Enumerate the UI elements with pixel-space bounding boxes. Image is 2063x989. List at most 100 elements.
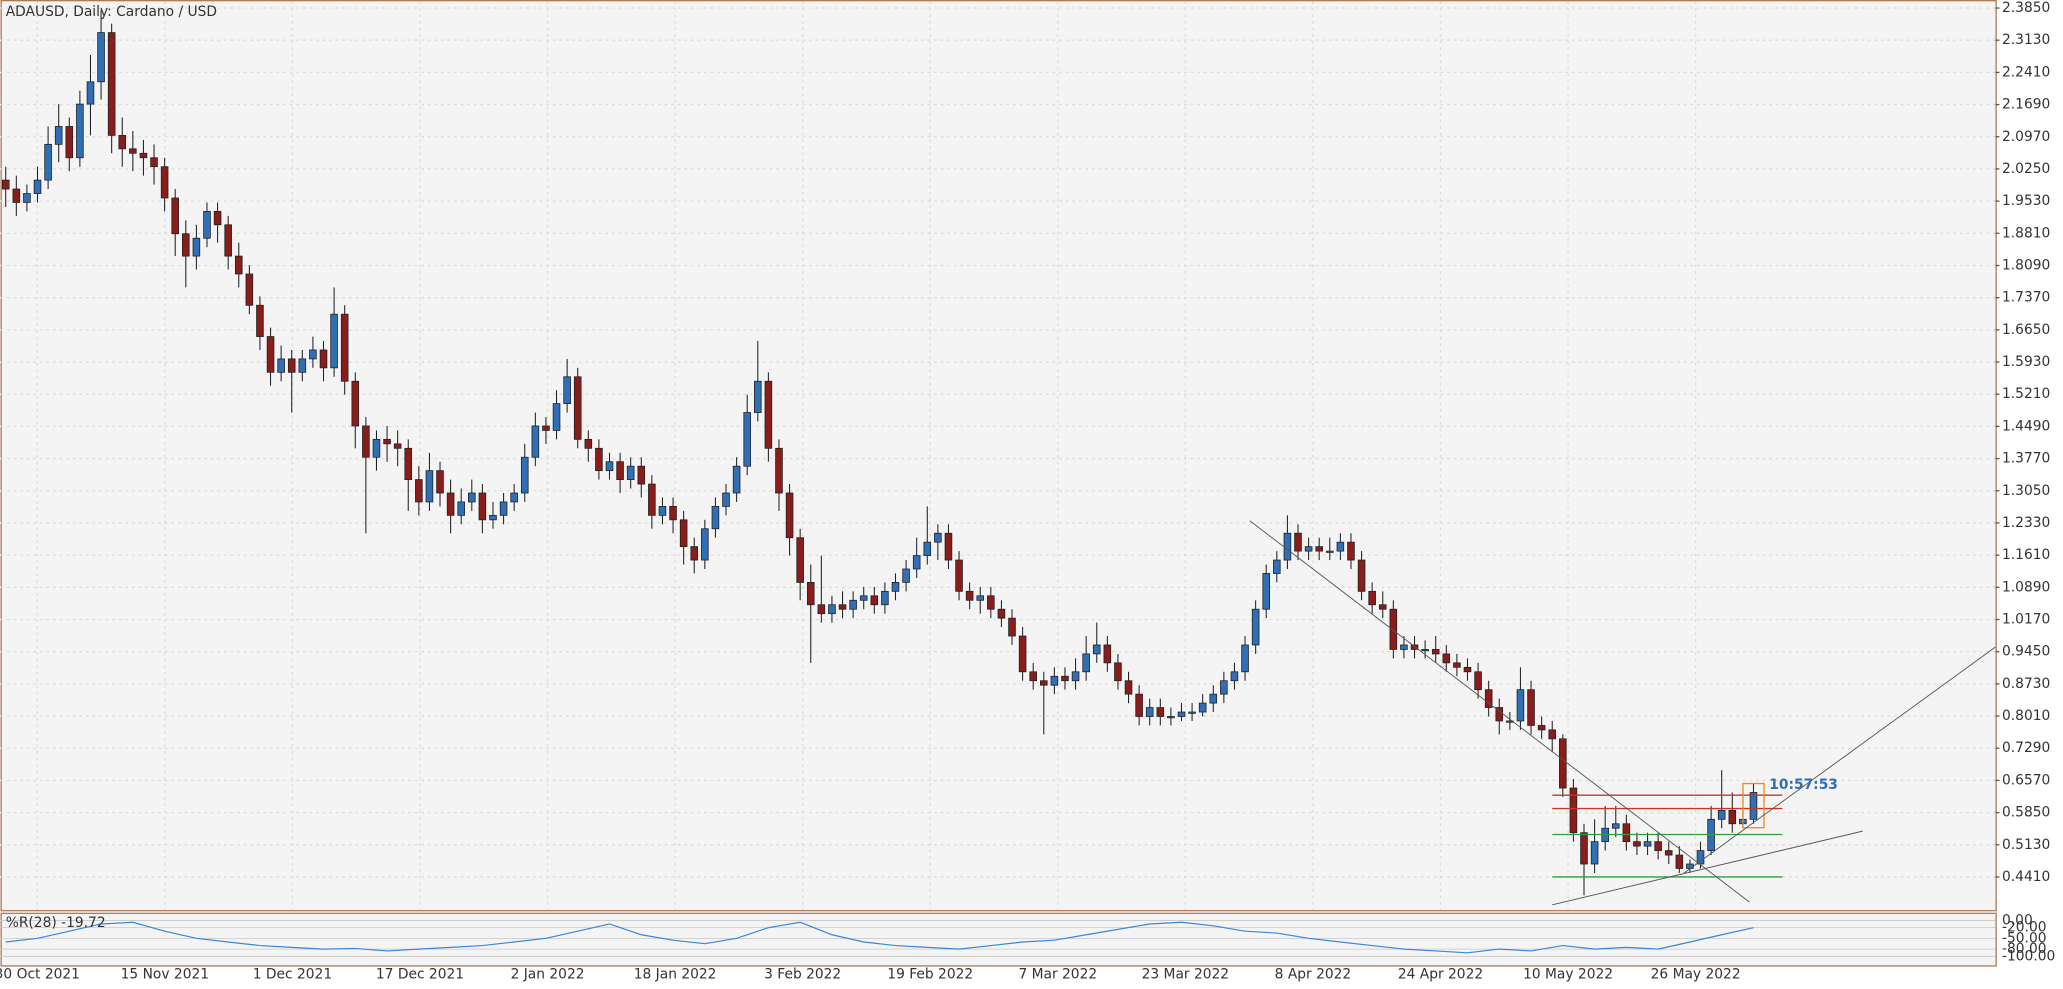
candle-body — [404, 447, 413, 480]
candle-body — [669, 506, 677, 521]
candle-body — [478, 492, 487, 521]
x-tick-label: 18 Jan 2022 — [634, 966, 717, 982]
indicator-tick-label: -80.00 — [2002, 941, 2046, 957]
candle-body — [468, 492, 476, 503]
chart-title: ADAUSD, Daily: Cardano / USD — [6, 4, 217, 20]
candle-body — [658, 506, 667, 516]
y-tick-label: 0.6570 — [2002, 772, 2050, 788]
candle-body — [171, 197, 179, 235]
candle-body — [711, 506, 720, 530]
timer: 10:57:53 — [1769, 777, 1838, 793]
candle-body — [203, 211, 211, 239]
candle-body — [520, 456, 529, 494]
y-tick-label: 1.7370 — [2002, 290, 2050, 306]
candle-body — [234, 255, 243, 275]
candle-body — [97, 32, 105, 83]
candle-body — [224, 224, 232, 257]
candle-body — [690, 546, 699, 561]
candle-body — [129, 148, 137, 154]
y-tick-label: 1.5930 — [2002, 354, 2050, 370]
y-tick-label: 2.3130 — [2002, 32, 2050, 48]
candle-body — [626, 465, 635, 480]
y-tick-label: 1.9530 — [2002, 193, 2050, 209]
candle-body — [1177, 711, 1186, 717]
y-tick-label: 1.2330 — [2002, 515, 2050, 531]
candle-body — [1071, 671, 1080, 682]
x-tick-label: 10 May 2022 — [1523, 966, 1613, 982]
candle-body — [1241, 644, 1249, 673]
candle-body — [457, 501, 465, 516]
candle-body — [1092, 644, 1101, 655]
candle-body — [870, 595, 879, 606]
candle-body — [1114, 662, 1122, 682]
candle-body — [425, 470, 434, 503]
candle-body — [1717, 809, 1726, 820]
trend-line — [1552, 830, 1863, 906]
indicator-title: %R(28) -19.72 — [6, 915, 106, 931]
candle-body — [277, 358, 285, 373]
x-tick-label: 19 Feb 2022 — [887, 966, 973, 982]
candle-body — [1559, 738, 1567, 789]
candle-body — [849, 599, 857, 610]
indicator-line — [5, 921, 1754, 954]
y-tick-label: 2.0970 — [2002, 129, 2050, 145]
candle-body — [446, 492, 455, 516]
indicator-tick-label: 0.00 — [2002, 912, 2033, 928]
candle-body — [12, 188, 21, 203]
indicator-tick-label: -50.00 — [2002, 930, 2046, 946]
candle-body — [1633, 841, 1641, 847]
candle-body — [510, 492, 518, 503]
candle-body — [1124, 680, 1133, 695]
candle-body — [563, 376, 571, 404]
candle-body — [1442, 653, 1451, 664]
marks — [1, 10, 1783, 954]
candle-body — [1675, 854, 1684, 869]
candle-body — [1453, 662, 1461, 668]
x-tick-label: 26 May 2022 — [1651, 966, 1741, 982]
candle-body — [1283, 532, 1292, 561]
candle-body — [139, 152, 148, 159]
candle-body — [997, 608, 1006, 619]
candle-body — [785, 492, 794, 539]
y-tick-label: 0.8010 — [2002, 708, 2050, 724]
candle-body — [1474, 671, 1482, 691]
candle-body — [1611, 823, 1620, 829]
candle-body — [1463, 666, 1472, 673]
candle-body — [584, 438, 593, 449]
candle-body — [595, 447, 603, 472]
candle-body — [648, 483, 656, 516]
price-pane — [0, 0, 1997, 912]
trend-line — [1683, 646, 1996, 874]
y-tick-label: 0.5130 — [2002, 837, 2050, 853]
candle-body — [1018, 635, 1027, 673]
x-tick-label: 3 Feb 2022 — [764, 966, 841, 982]
y-tick-label: 0.7290 — [2002, 740, 2050, 756]
candle-body — [1167, 716, 1175, 719]
y-tick-label: 2.3850 — [2002, 0, 2050, 16]
candle-body — [1230, 671, 1239, 682]
y-tick-label: 1.0890 — [2002, 579, 2050, 595]
candle-body — [965, 590, 974, 601]
candle-body — [1103, 644, 1112, 664]
candle-body — [912, 555, 921, 570]
candle-body — [934, 532, 942, 543]
candle-body — [118, 135, 127, 150]
x-tick-label: 15 Nov 2021 — [121, 966, 209, 982]
candle-body — [23, 193, 31, 203]
candle-body — [1, 179, 10, 190]
y-tick-label: 0.4410 — [2002, 869, 2050, 885]
candle-body — [1484, 689, 1493, 708]
candle-body — [1336, 541, 1345, 552]
candle-body — [1389, 608, 1398, 650]
candle-body — [573, 376, 582, 440]
y-tick-label: 1.6650 — [2002, 322, 2050, 338]
candle-body — [1527, 689, 1535, 726]
candle-body — [1728, 809, 1737, 825]
y-tick-label: 0.9450 — [2002, 644, 2050, 660]
x-tick-label: 17 Dec 2021 — [376, 966, 464, 982]
x-tick-label: 30 Oct 2021 — [0, 966, 80, 982]
candle-body — [330, 313, 338, 369]
candle-body — [679, 519, 688, 548]
y-tick-label: 2.1690 — [2002, 97, 2050, 113]
